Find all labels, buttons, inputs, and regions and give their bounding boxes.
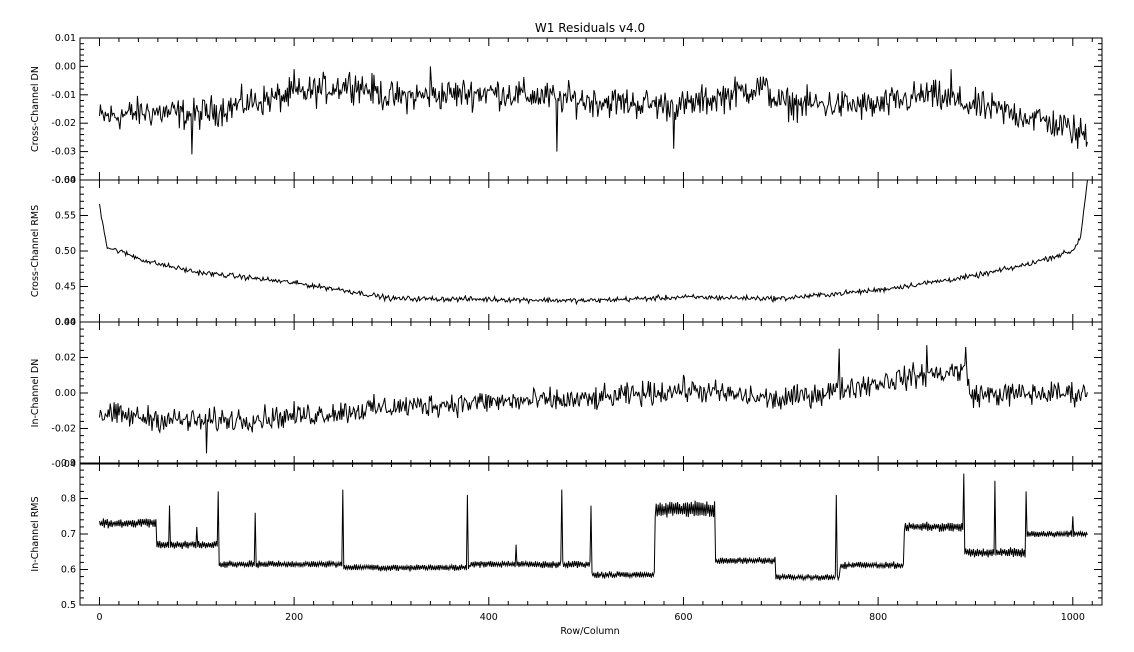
panel-1-ytick-label: -0.02 xyxy=(51,118,76,129)
panel-2-ytick-label: 0.55 xyxy=(55,211,76,222)
panel-2-series-line xyxy=(99,180,1088,306)
panel-4-ytick-label: 0.5 xyxy=(61,600,76,611)
panel-4-series-line xyxy=(99,473,1088,582)
chart-title: W1 Residuals v4.0 xyxy=(535,21,645,35)
panel-2-ytick-label: 0.40 xyxy=(55,317,76,328)
panel-4-ytick-label: 0.7 xyxy=(61,529,76,540)
x-tick-label: 1000 xyxy=(1061,612,1085,623)
panel-2-ylabel: Cross-Channel RMS xyxy=(30,205,41,297)
x-tick-label: 200 xyxy=(285,612,303,623)
panel-3-ylabel: In-Channel DN xyxy=(30,359,41,428)
panel-2-ytick-label: 0.45 xyxy=(55,282,76,293)
x-tick-label: 800 xyxy=(869,612,887,623)
panel-4-ytick-label: 0.9 xyxy=(61,458,76,469)
panel-3-ytick-label: 0.02 xyxy=(55,353,76,364)
panel-3-series-line xyxy=(99,345,1088,454)
panel-1-ytick-label: 0.00 xyxy=(55,61,76,72)
panel-4-ylabel: In-Channel RMS xyxy=(30,496,41,571)
panel-4-ytick-label: 0.6 xyxy=(61,565,76,576)
panel-3-frame xyxy=(79,321,1103,465)
panel-2-ytick-label: 0.60 xyxy=(55,175,76,186)
panel-1-ylabel: Cross-Channel DN xyxy=(30,66,41,152)
panel-2-ytick-label: 0.50 xyxy=(55,246,76,257)
panel-3-ytick-label: 0.04 xyxy=(55,317,76,328)
x-axis-label: Row/Column xyxy=(560,626,619,637)
x-tick-label: 0 xyxy=(96,612,102,623)
panel-1-ytick-label: -0.03 xyxy=(51,147,76,158)
panel-1-series-line xyxy=(99,66,1088,155)
panel-1-ytick-label: 0.01 xyxy=(55,33,76,44)
x-tick-label: 600 xyxy=(674,612,692,623)
x-tick-label: 400 xyxy=(480,612,498,623)
panel-1-ytick-label: -0.04 xyxy=(51,175,76,186)
panel-3-ytick-label: -0.02 xyxy=(51,424,76,435)
panel-4-ytick-label: 0.8 xyxy=(61,494,76,505)
panel-1-frame xyxy=(79,37,1103,181)
panel-1-ytick-label: -0.01 xyxy=(51,90,76,101)
panel-3-ytick-label: 0.00 xyxy=(55,388,76,399)
panel-3-ytick-label: -0.04 xyxy=(51,459,76,470)
panel-2-frame xyxy=(79,179,1103,323)
